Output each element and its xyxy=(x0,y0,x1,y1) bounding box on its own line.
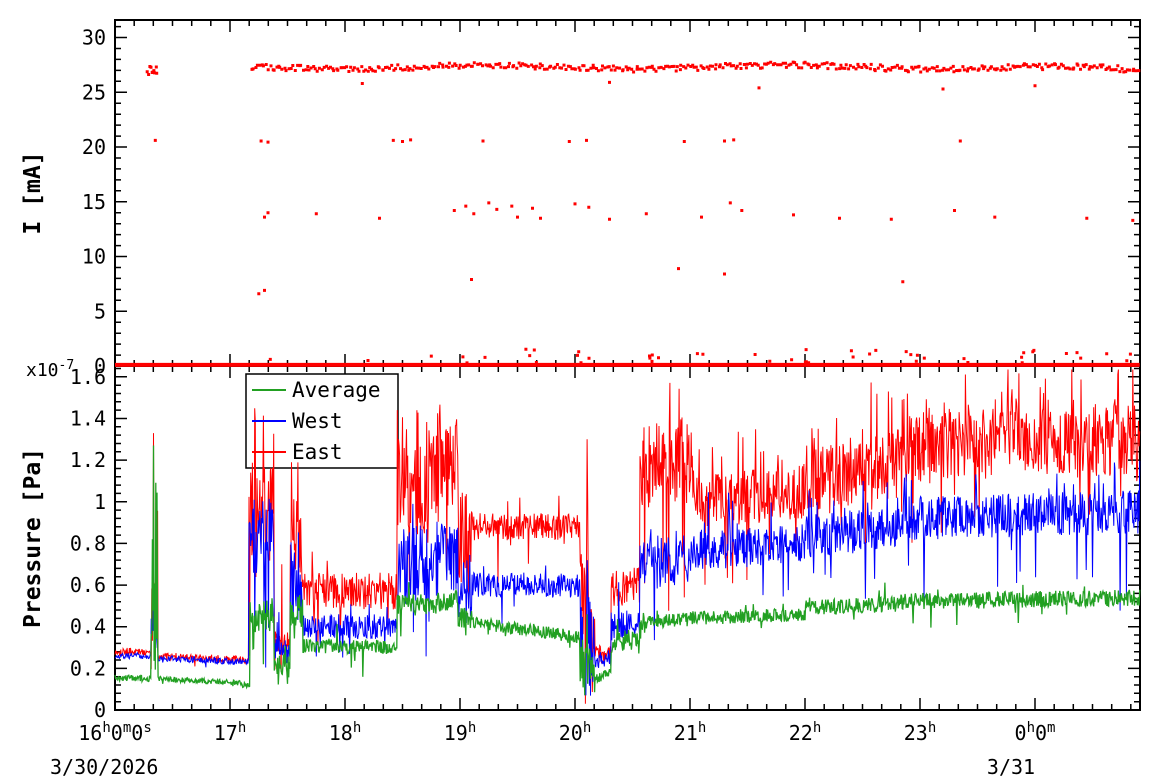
legend-label-west: West xyxy=(292,409,343,433)
x-tick-label-19: 19h xyxy=(444,720,477,745)
x-tick-label-16: 16h0m0s xyxy=(78,720,152,745)
current-y-axis-title: I [mA] xyxy=(20,151,46,234)
pressure-ytick-label-0.8: 0.8 xyxy=(70,531,106,555)
legend-label-average: Average xyxy=(292,378,381,402)
current-axis-ticks xyxy=(114,20,1140,367)
pressure-ytick-label-0.2: 0.2 xyxy=(70,656,106,680)
current-ytick-label-20: 20 xyxy=(82,135,106,159)
x-tick-label-21: 21h xyxy=(674,720,707,745)
x-tick-label-20: 20h xyxy=(559,720,592,745)
pressure-ytick-label-0.4: 0.4 xyxy=(70,615,106,639)
x-tick-label-24: 0h0m xyxy=(1015,720,1056,745)
pressure-series-average xyxy=(114,445,1141,696)
pressure-ytick-label-1.4: 1.4 xyxy=(70,406,106,430)
current-ytick-label-5: 5 xyxy=(94,299,106,323)
legend-label-east: East xyxy=(292,440,343,464)
x-tick-label-17: 17h xyxy=(214,720,247,745)
x-tick-label-18: 18h xyxy=(329,720,362,745)
x-tick-label-23: 23h xyxy=(904,720,937,745)
current-ytick-label-25: 25 xyxy=(82,80,106,104)
pressure-ytick-label-0: 0 xyxy=(94,698,106,722)
current-frame xyxy=(114,19,1141,367)
pressure-ytick-label-1.2: 1.2 xyxy=(70,448,106,472)
current-ytick-label-0: 0 xyxy=(94,354,106,378)
current-scatter-points xyxy=(145,60,1141,365)
current-ytick-label-30: 30 xyxy=(82,26,106,50)
current-ytick-label-10: 10 xyxy=(82,245,106,269)
date-label-left: 3/30/2026 xyxy=(50,755,158,779)
pressure-ytick-label-1: 1 xyxy=(94,490,106,514)
pressure-ytick-label-1.6: 1.6 xyxy=(70,365,106,389)
date-label-right: 3/31 xyxy=(987,755,1035,779)
pressure-ytick-label-0.6: 0.6 xyxy=(70,573,106,597)
pressure-y-exponent: x10-7 xyxy=(26,358,74,381)
pressure-axis-ticks xyxy=(114,366,1140,711)
pressure-y-axis-title: Pressure [Pa] xyxy=(20,448,46,628)
x-tick-label-22: 22h xyxy=(789,720,822,745)
current-ytick-label-15: 15 xyxy=(82,190,106,214)
